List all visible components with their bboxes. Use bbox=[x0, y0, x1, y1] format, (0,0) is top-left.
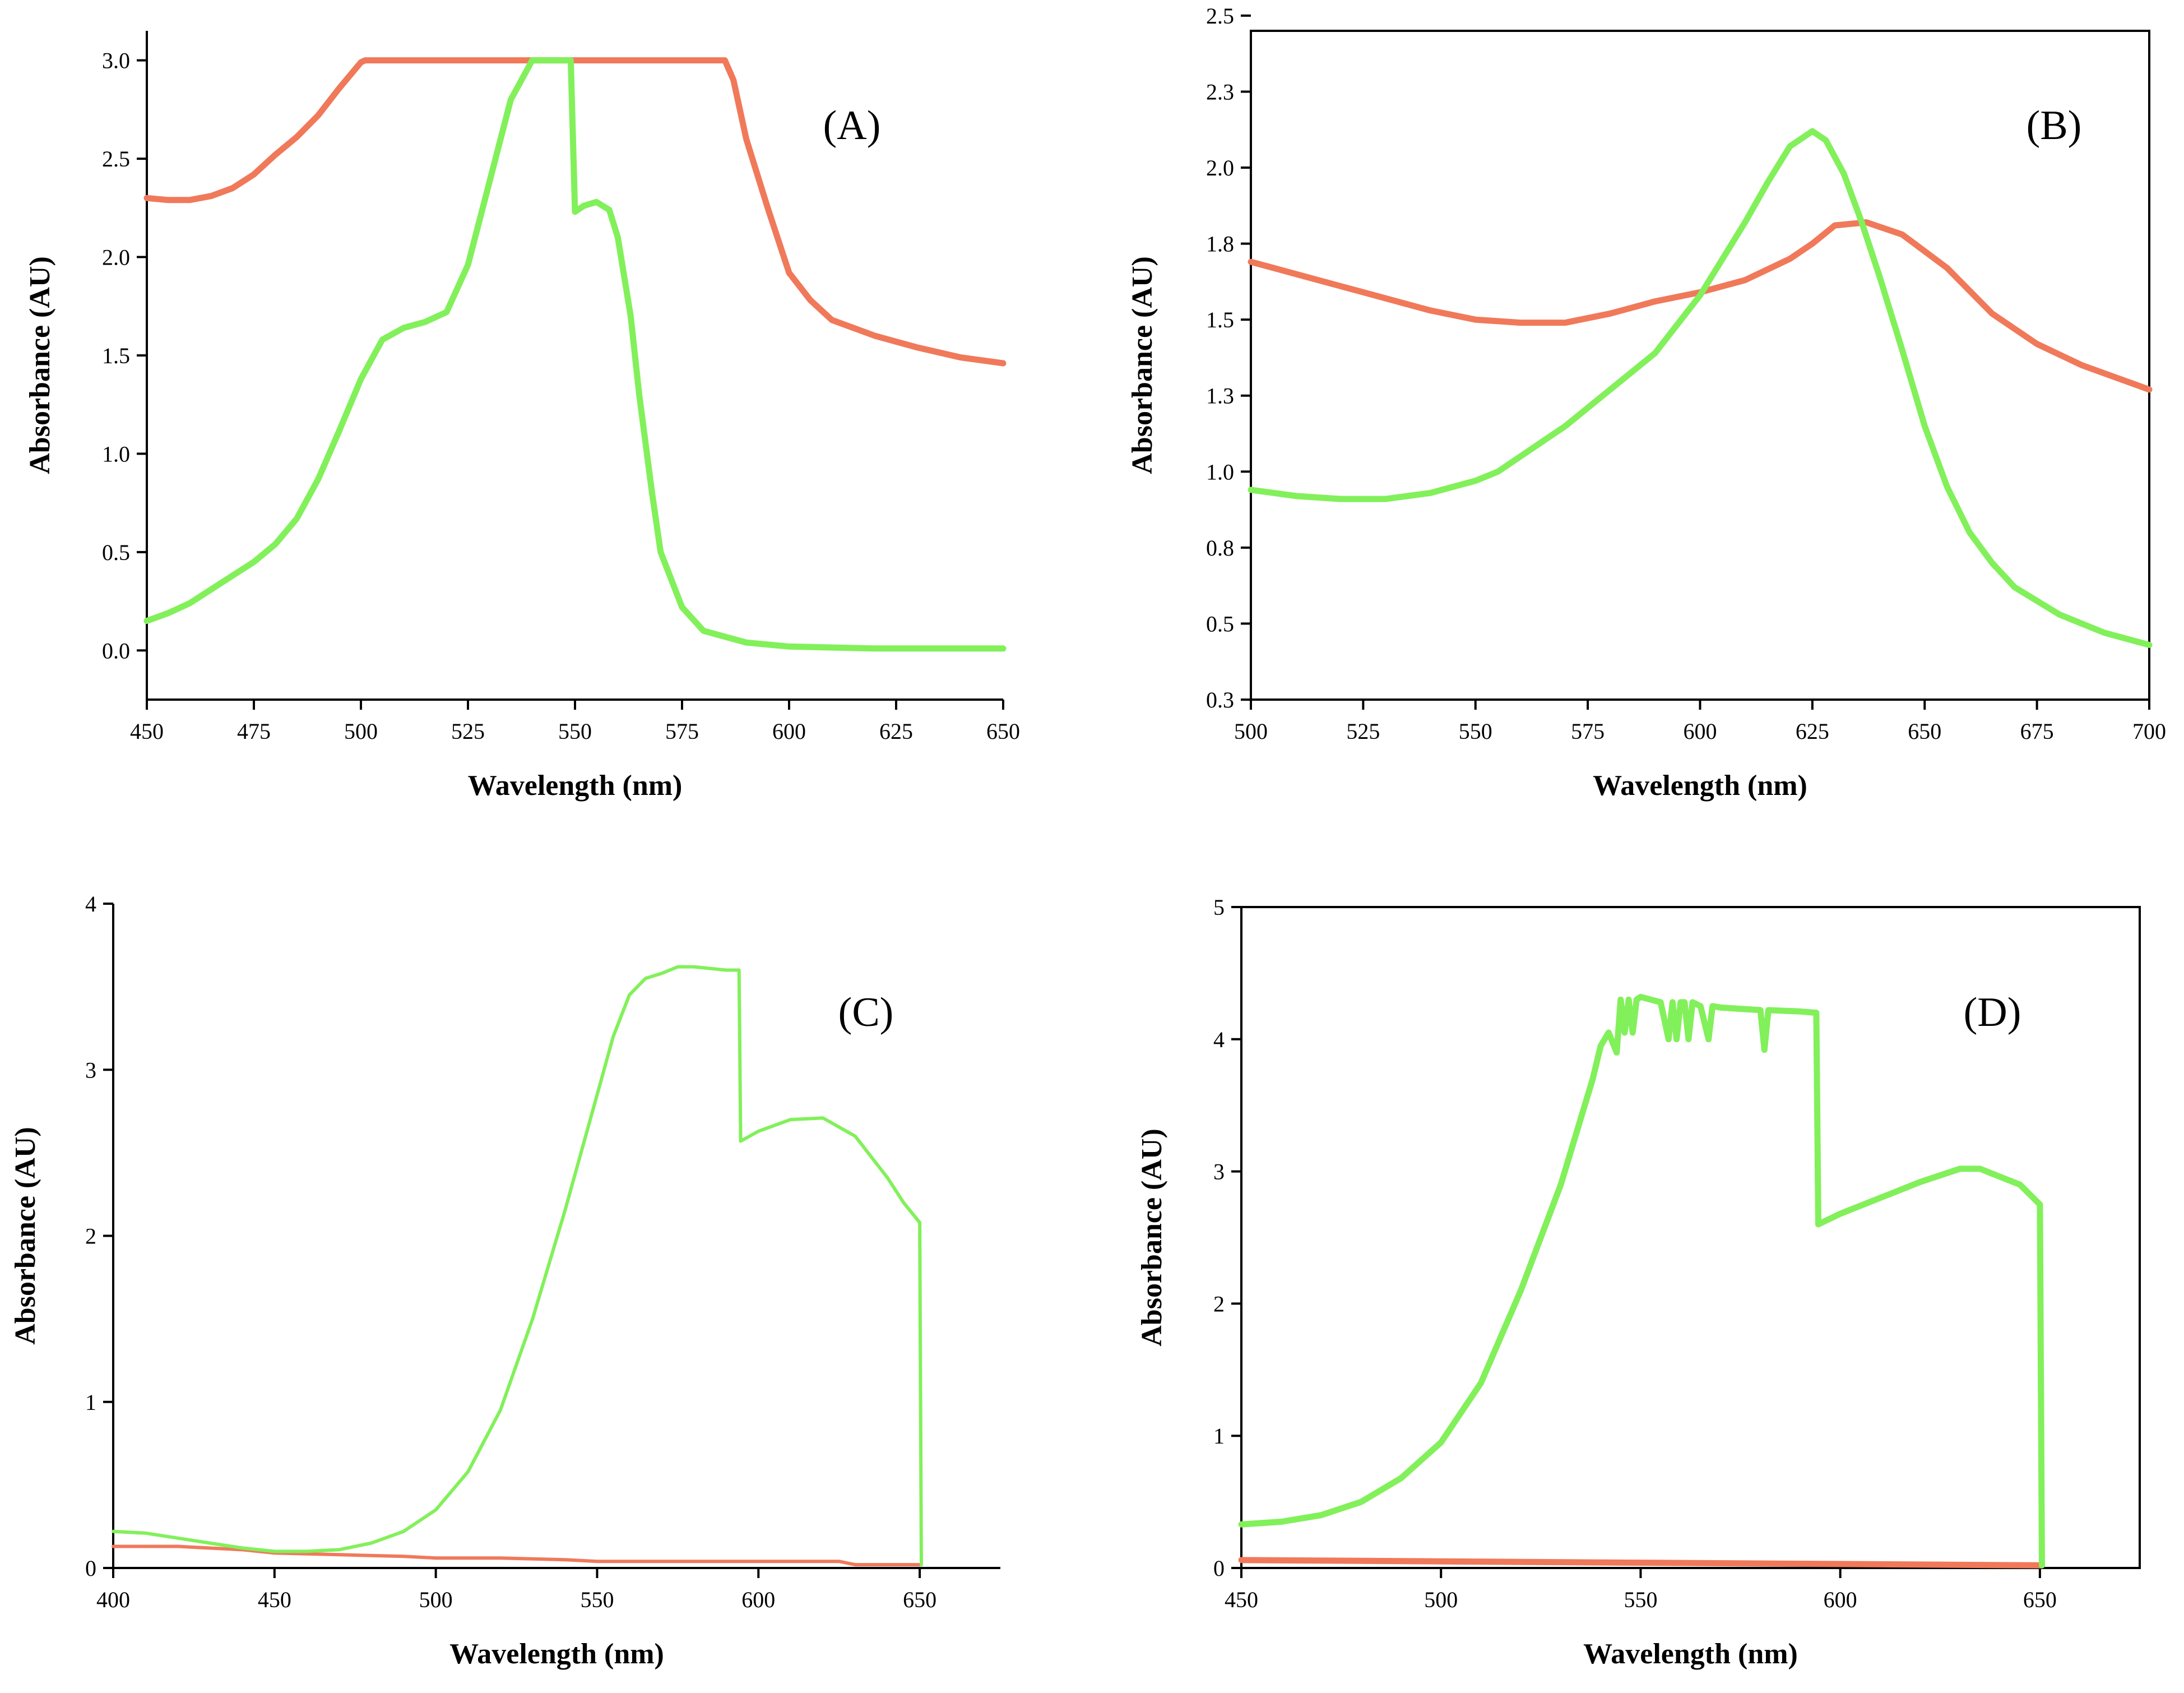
y-tick-label: 0 bbox=[1213, 1556, 1225, 1581]
x-tick-label: 625 bbox=[879, 719, 913, 744]
x-tick-label: 500 bbox=[344, 719, 378, 744]
x-tick-label: 525 bbox=[1346, 719, 1380, 744]
y-tick-label: 1.5 bbox=[1206, 307, 1234, 332]
y-tick-label: 0.3 bbox=[1206, 687, 1234, 713]
x-tick-label: 550 bbox=[1459, 719, 1492, 744]
y-tick-label: 2.5 bbox=[102, 146, 130, 172]
x-axis-title: Wavelength (nm) bbox=[449, 1638, 664, 1670]
x-tick-label: 500 bbox=[1424, 1587, 1458, 1612]
panel-label: (A) bbox=[823, 103, 881, 149]
y-tick-label: 0 bbox=[85, 1556, 96, 1581]
chart-panel-3: 400 450 500 550 600 650 0 1 2 3 4 Wavelength (nm) Ab… bbox=[10, 891, 1000, 1670]
x-tick-label: 550 bbox=[558, 719, 592, 744]
x-tick-label: 650 bbox=[986, 719, 1020, 744]
y-axis-title: Absorbance (AU) bbox=[24, 256, 56, 474]
x-tick-label: 575 bbox=[665, 719, 699, 744]
y-tick-label: 3 bbox=[1213, 1159, 1225, 1185]
y-tick-label: 3.0 bbox=[102, 48, 130, 73]
series-line-green bbox=[1238, 993, 2045, 1569]
y-axis-title: Absorbance (AU) bbox=[1126, 256, 1158, 474]
x-tick-label: 600 bbox=[1684, 719, 1717, 744]
x-tick-label: 500 bbox=[419, 1587, 453, 1612]
series-line-green bbox=[112, 965, 923, 1567]
y-tick-label: 0.5 bbox=[1206, 611, 1234, 636]
x-tick-label: 475 bbox=[237, 719, 271, 744]
y-tick-label: 1.0 bbox=[1206, 459, 1234, 484]
y-tick-label: 2.5 bbox=[1206, 3, 1234, 29]
y-tick-label: 1 bbox=[1213, 1423, 1225, 1449]
series-line-green bbox=[143, 57, 1007, 652]
chart-panel-4: 450 500 550 600 650 0 1 2 3 4 5 Wavelength (nm) Abso… bbox=[1136, 895, 2141, 1670]
y-tick-label: 5 bbox=[1213, 895, 1225, 920]
x-tick-label: 550 bbox=[580, 1587, 614, 1612]
series-line-red bbox=[1248, 219, 2153, 393]
y-tick-label: 1.3 bbox=[1206, 383, 1234, 409]
y-tick-label: 0.8 bbox=[1206, 535, 1234, 561]
x-tick-label: 600 bbox=[772, 719, 806, 744]
y-tick-label: 4 bbox=[85, 891, 96, 917]
panel-label: (B) bbox=[2027, 103, 2082, 149]
y-tick-label: 2 bbox=[85, 1224, 96, 1249]
y-tick-label: 4 bbox=[1213, 1027, 1225, 1052]
panel-label: (C) bbox=[838, 989, 894, 1035]
x-tick-label: 500 bbox=[1234, 719, 1268, 744]
panel-label: (D) bbox=[1964, 989, 2021, 1035]
y-tick-label: 1 bbox=[85, 1390, 96, 1415]
x-axis-title: Wavelength (nm) bbox=[468, 770, 683, 802]
x-axis-title: Wavelength (nm) bbox=[1593, 770, 1807, 802]
x-tick-label: 650 bbox=[2023, 1587, 2057, 1612]
x-tick-label: 450 bbox=[258, 1587, 291, 1612]
y-tick-label: 2.0 bbox=[102, 245, 130, 270]
y-axis-title: Absorbance (AU) bbox=[1136, 1128, 1168, 1347]
x-tick-label: 650 bbox=[1908, 719, 1941, 744]
chart-panel-1: 450 475 500 525 550 575 600 625 650 0.0 0.5 1.0 1.5 2… bbox=[24, 31, 1020, 802]
series-line-green bbox=[1248, 128, 2153, 648]
x-tick-label: 675 bbox=[2020, 719, 2054, 744]
y-axis-title: Absorbance (AU) bbox=[10, 1127, 41, 1345]
y-tick-label: 1.8 bbox=[1206, 232, 1234, 257]
y-tick-label: 2.3 bbox=[1206, 79, 1234, 104]
x-tick-label: 525 bbox=[451, 719, 485, 744]
x-tick-label: 600 bbox=[1824, 1587, 1857, 1612]
y-tick-label: 0.0 bbox=[102, 638, 130, 663]
x-tick-label: 650 bbox=[903, 1587, 936, 1612]
x-tick-label: 450 bbox=[130, 719, 164, 744]
y-tick-label: 3 bbox=[85, 1057, 96, 1083]
x-tick-label: 400 bbox=[96, 1587, 130, 1612]
series-line-red bbox=[1238, 1557, 2043, 1569]
x-tick-label: 625 bbox=[1796, 719, 1829, 744]
x-tick-label: 450 bbox=[1225, 1587, 1258, 1612]
x-axis-title: Wavelength (nm) bbox=[1583, 1638, 1798, 1670]
y-tick-label: 2.0 bbox=[1206, 155, 1234, 181]
y-tick-label: 1.5 bbox=[102, 343, 130, 368]
y-tick-label: 0.5 bbox=[102, 540, 130, 565]
x-tick-label: 575 bbox=[1571, 719, 1605, 744]
y-tick-label: 1.0 bbox=[102, 441, 130, 466]
chart-panel-2: 500 525 550 575 600 625 650 675 700 0.3 0.5 0.8 1.0 1… bbox=[1126, 3, 2166, 802]
y-tick-label: 2 bbox=[1213, 1291, 1225, 1316]
x-tick-label: 600 bbox=[741, 1587, 775, 1612]
x-tick-label: 700 bbox=[2132, 719, 2166, 744]
series-line-red bbox=[112, 1544, 922, 1567]
plot-frame bbox=[1250, 30, 2150, 701]
x-tick-label: 550 bbox=[1624, 1587, 1657, 1612]
plot-frame bbox=[1240, 906, 2141, 1569]
